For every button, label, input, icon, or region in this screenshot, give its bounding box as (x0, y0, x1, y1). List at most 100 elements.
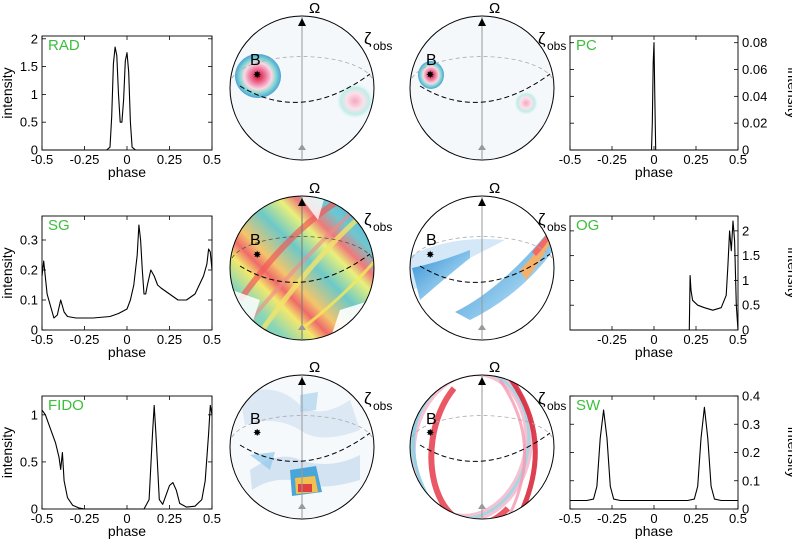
chart-pc: -0.5 -0.25 0 0.25 0.500.020.040.060.08phasei… (559, 35, 792, 180)
x-tick-label: -0.25 (70, 152, 100, 167)
x-tick-label: -0.5 (31, 332, 53, 347)
globe-sw (409, 374, 555, 520)
series-label: OG (576, 217, 599, 234)
x-tick-label: 0 (650, 332, 657, 347)
y-tick-label: 1 (31, 87, 38, 102)
x-axis-label: phase (635, 523, 673, 539)
series-label: RAD (48, 37, 80, 54)
y-tick-label: 0 (31, 502, 38, 517)
y-tick-label: 0.1 (20, 293, 38, 308)
x-tick-label: -0.5 (559, 152, 581, 167)
x-tick-label: 0.25 (157, 332, 182, 347)
y-axis-label: intensity (785, 67, 792, 118)
chart-fido: -0.5 -0.25 0 0.25 0.5 0 0.5 1 phase intensity FIDO (0, 395, 221, 539)
omega-label: Ω (489, 359, 500, 376)
globe-fido (229, 374, 375, 520)
y-tick-label: 0 (31, 323, 38, 338)
x-tick-label: -0.25 (70, 332, 100, 347)
equator-dashed (411, 56, 553, 79)
series-line (41, 224, 213, 319)
pole-marker-south (478, 144, 486, 150)
magnetic-pole-marker: ✸ (426, 70, 434, 81)
pole-marker (478, 377, 486, 385)
y-tick-label: 0.5 (20, 454, 38, 469)
globe-rad (229, 15, 375, 161)
equator-dashed (411, 415, 553, 438)
y-tick-label: 0.5 (20, 115, 38, 130)
zeta-obs-label: ζ (538, 210, 546, 229)
y-axis-label: intensity (0, 427, 15, 478)
zeta-obs-subscript: obs (373, 39, 392, 53)
pole-marker-south (298, 503, 306, 509)
zeta-obs-label: ζ (364, 29, 372, 48)
pole-marker-south (478, 324, 486, 330)
x-tick-label: 0 (123, 152, 130, 167)
equator-dashed (231, 415, 373, 438)
magnetic-axis-label: B (250, 232, 261, 249)
pole-marker (298, 377, 306, 385)
y-axis-label: intensity (785, 247, 792, 298)
series-label: FIDO (48, 397, 84, 414)
series-line (570, 42, 738, 151)
y-tick-label: 2 (31, 31, 38, 46)
pole-marker (298, 18, 306, 26)
zeta-obs-subscript: obs (547, 399, 566, 413)
y-tick-label: 0.1 (742, 473, 760, 488)
x-tick-label: -0.25 (70, 511, 100, 526)
pole-marker-south (298, 144, 306, 150)
pole-marker-south (298, 324, 306, 330)
y-tick-label: 1 (31, 407, 38, 422)
x-tick-label: -0.5 (31, 511, 53, 526)
zeta-obs-label: ζ (364, 210, 372, 229)
zeta-obs-label: ζ (538, 29, 546, 48)
magnetic-axis-label: B (426, 411, 437, 428)
zeta-obs-subscript: obs (373, 220, 392, 234)
series-label: PC (576, 37, 597, 54)
x-tick-label: -0.25 (597, 152, 627, 167)
series-line (41, 404, 213, 510)
y-axis-label: intensity (0, 67, 15, 118)
magnetic-axis-label: B (250, 52, 261, 69)
magnetic-pole-marker: ✸ (253, 428, 261, 439)
series-line (570, 406, 738, 502)
equator-dashed (231, 56, 373, 79)
x-tick-label: 0.25 (157, 152, 182, 167)
y-tick-label: 2 (742, 223, 749, 238)
zeta-obs-label: ζ (538, 389, 546, 408)
y-tick-label: 0.02 (742, 116, 767, 131)
globe-sg (229, 195, 375, 341)
x-tick-label: 0.25 (683, 332, 708, 347)
x-tick-label: 0 (650, 152, 657, 167)
x-tick-label: 0.25 (683, 511, 708, 526)
x-axis-label: phase (108, 523, 146, 539)
equator-front (419, 73, 551, 103)
series-line (42, 46, 212, 151)
y-axis-label: intensity (785, 427, 792, 478)
omega-label: Ω (489, 0, 500, 17)
x-axis-label: phase (635, 344, 673, 360)
y-tick-label: 0.3 (742, 417, 760, 432)
chart-sg: -0.5 -0.25 0 0.25 0.5 0 0.1 0.2 0.3 phase intensit… (0, 215, 221, 360)
x-tick-label: 0.25 (157, 511, 182, 526)
x-tick-label: -0.25 (597, 511, 627, 526)
x-tick-label: 0.25 (683, 152, 708, 167)
equator-dashed (411, 236, 553, 259)
emission-spot-secondary (514, 91, 538, 115)
y-tick-label: 1 (742, 273, 749, 288)
x-tick-label: -0.5 (31, 152, 53, 167)
y-tick-label: 0 (742, 502, 749, 517)
x-tick-label: 0 (650, 511, 657, 526)
series-line (570, 220, 739, 331)
equator-front (239, 253, 371, 283)
x-tick-label: 0 (123, 332, 130, 347)
omega-label: Ω (309, 359, 320, 376)
x-tick-label: 0.5 (729, 152, 747, 167)
x-axis-label: phase (108, 344, 146, 360)
equator-front (419, 253, 551, 283)
y-tick-label: 0.3 (20, 233, 38, 248)
x-tick-label: -0.5 (559, 511, 581, 526)
omega-label: Ω (309, 180, 320, 197)
y-tick-label: 0.08 (742, 35, 767, 50)
x-tick-label: -0.25 (597, 332, 627, 347)
